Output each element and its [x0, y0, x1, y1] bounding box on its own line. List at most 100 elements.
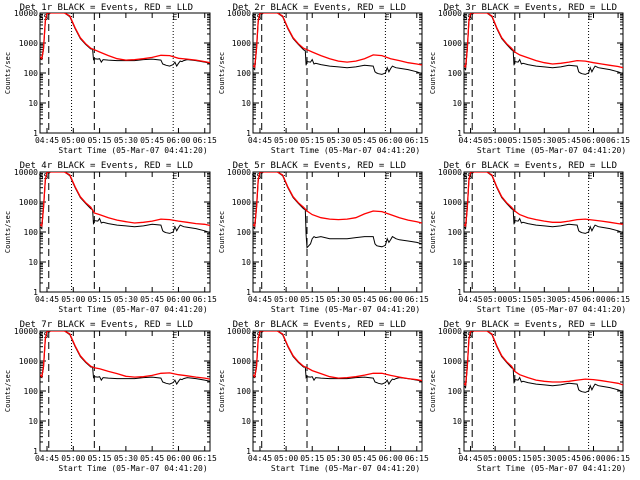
x-tick-label: 05:45 [557, 136, 581, 145]
events-series-line [464, 172, 623, 234]
lld-series-line [253, 13, 422, 69]
x-tick-label: 05:15 [508, 136, 532, 145]
y-tick-label: 10 [241, 417, 251, 426]
y-tick-label: 1 [33, 129, 38, 138]
y-tick-label: 1 [33, 288, 38, 297]
y-tick-label: 10000 [438, 168, 462, 177]
y-axis-label: Counts/sec [429, 211, 437, 253]
y-tick-label: 1000 [232, 357, 251, 366]
x-tick-label: 05:30 [114, 295, 138, 304]
y-tick-label: 1 [246, 288, 251, 297]
x-tick-label: 05:30 [326, 136, 350, 145]
lld-series-line [464, 172, 623, 228]
panel-title: Det 4r BLACK = Events, RED = LLD [20, 161, 193, 171]
y-tick-label: 10 [452, 99, 462, 108]
y-tick-label: 10 [241, 258, 251, 267]
marker-label: E [173, 13, 178, 22]
panel-title: Det 2r BLACK = Events, RED = LLD [233, 3, 406, 13]
panel-det-3: SS E 1 10 100 1000 10000 04:45 05:00 05:15 05:30 05… [429, 3, 630, 155]
y-tick-label: 10000 [14, 327, 38, 336]
panel-title: Det 1r BLACK = Events, RED = LLD [20, 3, 193, 13]
lld-series-line [40, 331, 210, 380]
x-tick-label: 06:15 [193, 295, 217, 304]
x-tick-label: 05:00 [483, 136, 507, 145]
y-tick-label: 10000 [14, 9, 38, 18]
panel-det-4: SS E 1 10 100 1000 10000 04:45 05:00 05:15 05:30 05… [4, 161, 217, 314]
y-tick-label: 10 [452, 258, 462, 267]
x-tick-label: 05:15 [300, 454, 324, 463]
y-tick-label: 100 [237, 69, 252, 78]
x-tick-label: 06:15 [193, 136, 217, 145]
x-tick-label: 04:45 [248, 136, 272, 145]
y-tick-label: 10000 [14, 168, 38, 177]
x-tick-label: 05:15 [300, 136, 324, 145]
x-tick-label: 04:45 [459, 454, 483, 463]
x-tick-label: 04:45 [248, 454, 272, 463]
x-tick-label: 05:00 [61, 295, 85, 304]
x-tick-label: 05:00 [274, 136, 298, 145]
x-tick-label: 06:00 [379, 295, 403, 304]
y-tick-label: 100 [237, 228, 252, 237]
x-tick-label: 06:15 [606, 295, 630, 304]
y-tick-label: 1000 [232, 39, 251, 48]
events-series-line [40, 13, 210, 68]
marker-label: E [385, 331, 390, 340]
x-tick-label: 05:45 [352, 295, 376, 304]
events-series-line [464, 331, 623, 393]
y-axis-label: Counts/sec [429, 52, 437, 94]
y-tick-label: 10 [241, 99, 251, 108]
x-tick-label: 06:15 [405, 295, 429, 304]
marker-label: E [173, 331, 178, 340]
x-tick-label: 04:45 [35, 454, 59, 463]
x-tick-label: 06:00 [379, 454, 403, 463]
marker-label: SS [39, 172, 49, 181]
y-tick-label: 1 [457, 129, 462, 138]
marker-label: SS [252, 331, 262, 340]
y-tick-label: 1000 [19, 198, 38, 207]
marker-label: E [588, 13, 593, 22]
marker-label: SS [462, 172, 472, 181]
marker-label: SS [252, 172, 262, 181]
marker-label: SS [462, 13, 472, 22]
x-tick-label: 06:15 [405, 136, 429, 145]
marker-label: SS [462, 331, 472, 340]
y-tick-label: 10 [28, 417, 38, 426]
marker-label: E [385, 13, 390, 22]
x-tick-label: 05:45 [557, 295, 581, 304]
events-series-line [40, 172, 210, 234]
x-tick-label: 06:15 [606, 454, 630, 463]
panel-title: Det 8r BLACK = Events, RED = LLD [233, 320, 406, 330]
lld-series-line [253, 172, 422, 228]
x-tick-label: 05:30 [326, 295, 350, 304]
y-tick-label: 100 [24, 69, 39, 78]
y-tick-label: 100 [448, 69, 463, 78]
x-tick-label: 05:30 [326, 454, 350, 463]
y-tick-label: 100 [24, 228, 39, 237]
x-axis-label: Start Time (05-Mar-07 04:41:20) [271, 146, 420, 155]
y-tick-label: 10000 [438, 327, 462, 336]
x-axis-label: Start Time (05-Mar-07 04:41:20) [58, 464, 207, 473]
panel-det-6: SS E 1 10 100 1000 10000 04:45 05:00 05:15 05:30 05… [429, 161, 630, 314]
panel-title: Det 6r BLACK = Events, RED = LLD [444, 161, 617, 171]
x-tick-label: 05:45 [352, 136, 376, 145]
y-axis-label: Counts/sec [218, 370, 226, 412]
y-tick-label: 1 [457, 447, 462, 456]
x-tick-label: 06:15 [193, 454, 217, 463]
y-tick-label: 1000 [443, 198, 462, 207]
y-axis-label: Counts/sec [4, 211, 12, 253]
x-axis-label: Start Time (05-Mar-07 04:41:20) [58, 305, 207, 314]
x-tick-label: 05:00 [274, 295, 298, 304]
panel-title: Det 9r BLACK = Events, RED = LLD [444, 320, 617, 330]
marker-label: SS [39, 331, 49, 340]
y-tick-label: 1000 [443, 39, 462, 48]
y-axis-label: Counts/sec [429, 370, 437, 412]
x-axis-label: Start Time (05-Mar-07 04:41:20) [477, 305, 626, 314]
events-series-line [40, 331, 210, 386]
y-tick-label: 10 [452, 417, 462, 426]
y-tick-label: 100 [237, 387, 252, 396]
y-tick-label: 100 [24, 387, 39, 396]
y-axis-label: Counts/sec [218, 52, 226, 94]
x-tick-label: 05:15 [508, 454, 532, 463]
x-tick-label: 04:45 [35, 295, 59, 304]
